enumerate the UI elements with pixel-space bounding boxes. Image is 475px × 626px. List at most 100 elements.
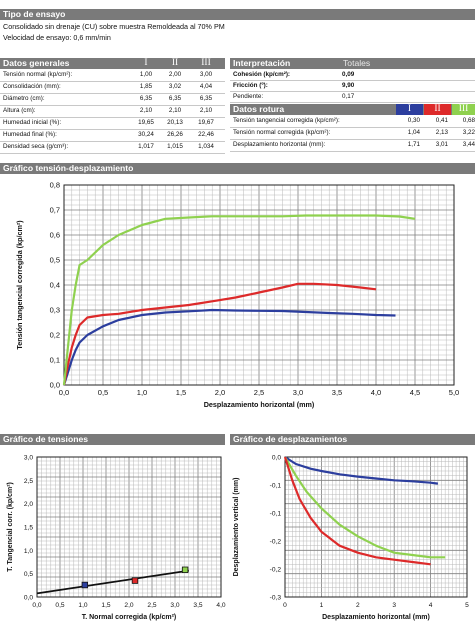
datos-row-value: 3,02 xyxy=(168,83,182,90)
main-chart-header: Gráfico tensión-desplazamiento xyxy=(0,163,475,174)
y-tick-label: 0,5 xyxy=(24,571,33,578)
x-tick-label: 1 xyxy=(320,602,324,609)
x-tick-label: 1,0 xyxy=(78,602,87,609)
rotura-col-ii: II xyxy=(424,104,451,115)
rotura-col-iii: III xyxy=(452,104,475,115)
x-tick-label: 2,5 xyxy=(254,388,264,397)
y-tick-label: 0,0 xyxy=(50,381,60,390)
chart-grid xyxy=(63,184,455,386)
y-tick-label: 2,0 xyxy=(24,501,33,508)
rotura-row-label: Tensión normal corregida (kp/cm²): xyxy=(233,129,331,136)
interp-row-value: 0,09 xyxy=(342,71,355,78)
x-tick-label: 4 xyxy=(429,602,433,609)
data-point-3 xyxy=(181,566,189,573)
datos-row-label: Tensión normal (kp/cm²): xyxy=(3,71,73,78)
rotura-row-divider xyxy=(230,127,475,128)
x-axis-label: Desplazamiento horizontal (mm) xyxy=(322,614,430,621)
y-tick-label: 0,4 xyxy=(50,281,60,290)
data-point-1 xyxy=(81,581,89,589)
rotura-row-label: Desplazamiento horizontal (mm): xyxy=(233,141,326,148)
datos-row-divider xyxy=(0,117,225,118)
datos-row-value: 1,017 xyxy=(138,143,154,150)
datos-row-value: 30,24 xyxy=(138,131,154,138)
datos-row-label: Altura (cm): xyxy=(3,107,36,114)
ensayo-line2: Velocidad de ensayo: 0,6 mm/min xyxy=(3,33,111,42)
y-tick-label: 0,5 xyxy=(50,256,60,265)
y-tick-label: -0,1 xyxy=(270,511,282,518)
datos-row-label: Densidad seca (g/cm³): xyxy=(3,143,69,150)
datos-title: Datos generales xyxy=(3,58,70,68)
interp-row-divider xyxy=(230,102,475,103)
datos-row-value: 6,35 xyxy=(139,95,153,102)
x-tick-label: 4,0 xyxy=(216,602,225,609)
datos-row-value: 6,35 xyxy=(168,95,182,102)
rotura-row-value: 3,01 xyxy=(435,141,448,148)
x-tick-label: 4,0 xyxy=(371,388,381,397)
rotura-header: Datos rotura xyxy=(230,104,475,115)
y-tick-label: 0,2 xyxy=(50,331,60,340)
interp-totales: Totales xyxy=(343,58,371,68)
x-tick-label: 1,5 xyxy=(101,602,110,609)
y-axis-label: T. Tangencial corr. (kp/cm²) xyxy=(7,482,14,572)
rotura-row-value: 1,71 xyxy=(407,141,420,148)
tension-displacement-chart: 0,0 0,5 1,0 1,5 2,0 2,5 3,0 3,5 4,0 4,5 5,0 0,0 0,1 0… xyxy=(15,181,459,410)
y-tick-label: 0,8 xyxy=(50,181,60,190)
datos-row-value: 1,85 xyxy=(139,83,153,90)
tensiones-chart-header: Gráfico de tensiones xyxy=(0,434,225,445)
desplaz-chart-header: Gráfico de desplazamientos xyxy=(230,434,475,445)
series-line-2 xyxy=(62,282,377,386)
x-tick-label: 0,0 xyxy=(32,602,41,609)
datos-row-value: 1,00 xyxy=(139,71,153,78)
rotura-row-value: 2,13 xyxy=(435,129,448,136)
data-point-2 xyxy=(131,577,139,584)
datos-row-value: 22,46 xyxy=(198,131,214,138)
datos-row-value: 1,034 xyxy=(198,143,214,150)
y-tick-label: 1,5 xyxy=(24,525,33,532)
datos-col-iii: III xyxy=(201,58,211,68)
y-tick-label: 0,0 xyxy=(272,455,281,462)
interp-row-value: 0,17 xyxy=(342,93,355,100)
datos-row-value: 20,13 xyxy=(167,119,183,126)
datos-row-label: Humedad final (%): xyxy=(3,131,57,138)
rotura-row-value: 0,68 xyxy=(462,117,475,124)
series-line-1 xyxy=(62,308,396,386)
datos-row-value: 1,015 xyxy=(167,143,183,150)
interp-row-label: Pendiente: xyxy=(233,93,264,100)
y-axis-label: Tensión tangencial corregida (kp/cm²) xyxy=(15,220,24,350)
x-tick-label: 2,5 xyxy=(147,602,156,609)
rotura-row-value: 0,30 xyxy=(407,117,420,124)
fit-line xyxy=(36,569,189,595)
datos-row-divider xyxy=(0,141,225,142)
y-tick-label: 0,1 xyxy=(50,356,60,365)
x-tick-label: 5,0 xyxy=(449,388,459,397)
y-tick-label: -0,1 xyxy=(270,483,282,490)
x-tick-label: 3,5 xyxy=(193,602,202,609)
x-tick-label: 3,0 xyxy=(170,602,179,609)
x-tick-label: 3,0 xyxy=(293,388,303,397)
x-tick-label: 4,5 xyxy=(410,388,420,397)
rotura-title: Datos rotura xyxy=(233,104,285,114)
datos-row-label: Diámetro (cm): xyxy=(3,95,45,102)
series-line-2 xyxy=(284,456,446,559)
rotura-row-value: 1,04 xyxy=(407,129,420,136)
x-axis-label: Desplazamiento horizontal (mm) xyxy=(204,400,315,409)
rotura-col-i: I xyxy=(396,104,423,115)
rotura-row-divider xyxy=(230,151,475,152)
interp-row-label: Fricción (º): xyxy=(233,82,268,89)
rotura-row-value: 0,41 xyxy=(435,117,448,124)
rotura-row-value: 3,22 xyxy=(462,129,475,136)
x-tick-label: 2,0 xyxy=(215,388,225,397)
x-tick-label: 2,0 xyxy=(124,602,133,609)
datos-row-value: 4,04 xyxy=(199,83,213,90)
y-tick-label: -0,2 xyxy=(270,539,282,546)
x-tick-label: 0,5 xyxy=(98,388,108,397)
ensayo-header: Tipo de ensayo xyxy=(0,9,475,20)
datos-row-value: 19,65 xyxy=(138,119,154,126)
x-tick-label: 1,0 xyxy=(137,388,147,397)
rotura-row-label: Tensión tangencial corregida (kp/cm²): xyxy=(233,117,340,124)
x-tick-label: 5 xyxy=(465,602,469,609)
rotura-row-value: 3,44 xyxy=(462,141,475,148)
y-tick-label: 1,0 xyxy=(24,548,33,555)
datos-row-value: 3,00 xyxy=(199,71,213,78)
datos-col-ii: II xyxy=(171,58,179,68)
